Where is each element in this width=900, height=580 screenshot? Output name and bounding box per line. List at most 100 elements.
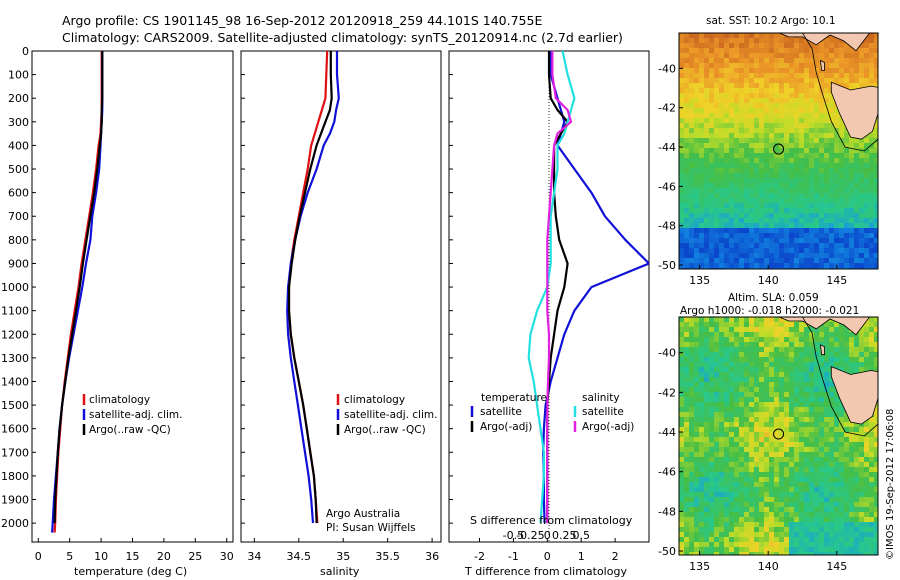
series-line-t-satellite bbox=[542, 51, 649, 524]
map-cell bbox=[829, 412, 834, 417]
map-cell bbox=[824, 532, 829, 537]
map-cell bbox=[794, 93, 799, 98]
map-cell bbox=[704, 432, 709, 437]
salinity-difference-ticks: -0.5-0.25 0 0.250.5 bbox=[503, 529, 590, 542]
map-cell bbox=[864, 143, 869, 148]
map-cell bbox=[834, 258, 839, 263]
map-cell bbox=[829, 402, 834, 407]
map-cell bbox=[769, 482, 774, 487]
map-cell bbox=[724, 342, 729, 347]
map-cell bbox=[724, 213, 729, 218]
map-cell bbox=[709, 248, 714, 253]
map-cell bbox=[724, 402, 729, 407]
depth-tick-label: 1800 bbox=[1, 470, 29, 483]
map-cell bbox=[764, 153, 769, 158]
map-cell bbox=[714, 427, 719, 432]
map-cell bbox=[769, 492, 774, 497]
map-cell bbox=[824, 387, 829, 392]
map-cell bbox=[749, 128, 754, 133]
map-cell bbox=[699, 258, 704, 263]
map-cell bbox=[859, 198, 864, 203]
map-cell bbox=[699, 93, 704, 98]
map-cell bbox=[734, 228, 739, 233]
series-line-s-argo-adj- bbox=[546, 51, 573, 524]
map-cell bbox=[679, 78, 684, 83]
map-cell bbox=[699, 108, 704, 113]
map-cell bbox=[744, 417, 749, 422]
map-cell bbox=[784, 148, 789, 153]
map-cell bbox=[784, 342, 789, 347]
map-cell bbox=[804, 58, 809, 63]
map-cell bbox=[774, 447, 779, 452]
map-cell bbox=[779, 263, 784, 268]
map-cell bbox=[864, 238, 869, 243]
map-cell bbox=[859, 263, 864, 268]
map-cell bbox=[784, 163, 789, 168]
map-cell bbox=[804, 68, 809, 73]
map-cell bbox=[819, 48, 824, 53]
map-cell bbox=[834, 542, 839, 547]
map-cell bbox=[684, 502, 689, 507]
map-cell bbox=[764, 412, 769, 417]
map-cell bbox=[864, 452, 869, 457]
map-cell bbox=[864, 53, 869, 58]
map-cell bbox=[769, 223, 774, 228]
map-cell bbox=[799, 387, 804, 392]
map-cell bbox=[699, 372, 704, 377]
map-cell bbox=[709, 118, 714, 123]
map-cell bbox=[789, 432, 794, 437]
map-cell bbox=[779, 477, 784, 482]
map-cell bbox=[779, 208, 784, 213]
map-cell bbox=[714, 243, 719, 248]
map-cell bbox=[819, 213, 824, 218]
map-cell bbox=[679, 168, 684, 173]
map-cell bbox=[754, 133, 759, 138]
map-cell bbox=[859, 457, 864, 462]
map-cell bbox=[714, 322, 719, 327]
tasmania-land bbox=[830, 81, 878, 140]
map-cell bbox=[739, 93, 744, 98]
map-cell bbox=[709, 228, 714, 233]
map-cell bbox=[814, 432, 819, 437]
map-cell bbox=[684, 522, 689, 527]
map-cell bbox=[744, 542, 749, 547]
map-cell bbox=[874, 238, 878, 243]
map-cell bbox=[839, 228, 844, 233]
map-cell bbox=[859, 472, 864, 477]
map-cell bbox=[824, 113, 829, 118]
map-cell bbox=[809, 482, 814, 487]
map-cell bbox=[679, 178, 684, 183]
map-cell bbox=[769, 382, 774, 387]
map-cell bbox=[704, 507, 709, 512]
map-cell bbox=[854, 422, 859, 427]
map-cell bbox=[784, 497, 789, 502]
map-cell bbox=[824, 412, 829, 417]
map-cell bbox=[684, 512, 689, 517]
map-cell bbox=[824, 123, 829, 128]
map-cell bbox=[764, 342, 769, 347]
map-cell bbox=[829, 447, 834, 452]
map-cell bbox=[699, 407, 704, 412]
map-cell bbox=[854, 447, 859, 452]
map-cell bbox=[859, 502, 864, 507]
map-cell bbox=[704, 472, 709, 477]
map-cell bbox=[829, 542, 834, 547]
map-cell bbox=[784, 98, 789, 103]
map-cell bbox=[679, 382, 684, 387]
map-cell bbox=[819, 512, 824, 517]
map-cell bbox=[844, 238, 849, 243]
map-cell bbox=[694, 83, 699, 88]
map-cell bbox=[704, 203, 709, 208]
map-cell bbox=[719, 482, 724, 487]
map-cell bbox=[694, 382, 699, 387]
map-cell bbox=[759, 188, 764, 193]
map-cell bbox=[729, 477, 734, 482]
map-cell bbox=[849, 542, 854, 547]
map-y-tick-label: -40 bbox=[658, 62, 676, 75]
map-cell bbox=[749, 183, 754, 188]
map-cell bbox=[779, 53, 784, 58]
map-cell bbox=[754, 432, 759, 437]
map-cell bbox=[749, 477, 754, 482]
map-cell bbox=[794, 158, 799, 163]
map-cell bbox=[734, 193, 739, 198]
